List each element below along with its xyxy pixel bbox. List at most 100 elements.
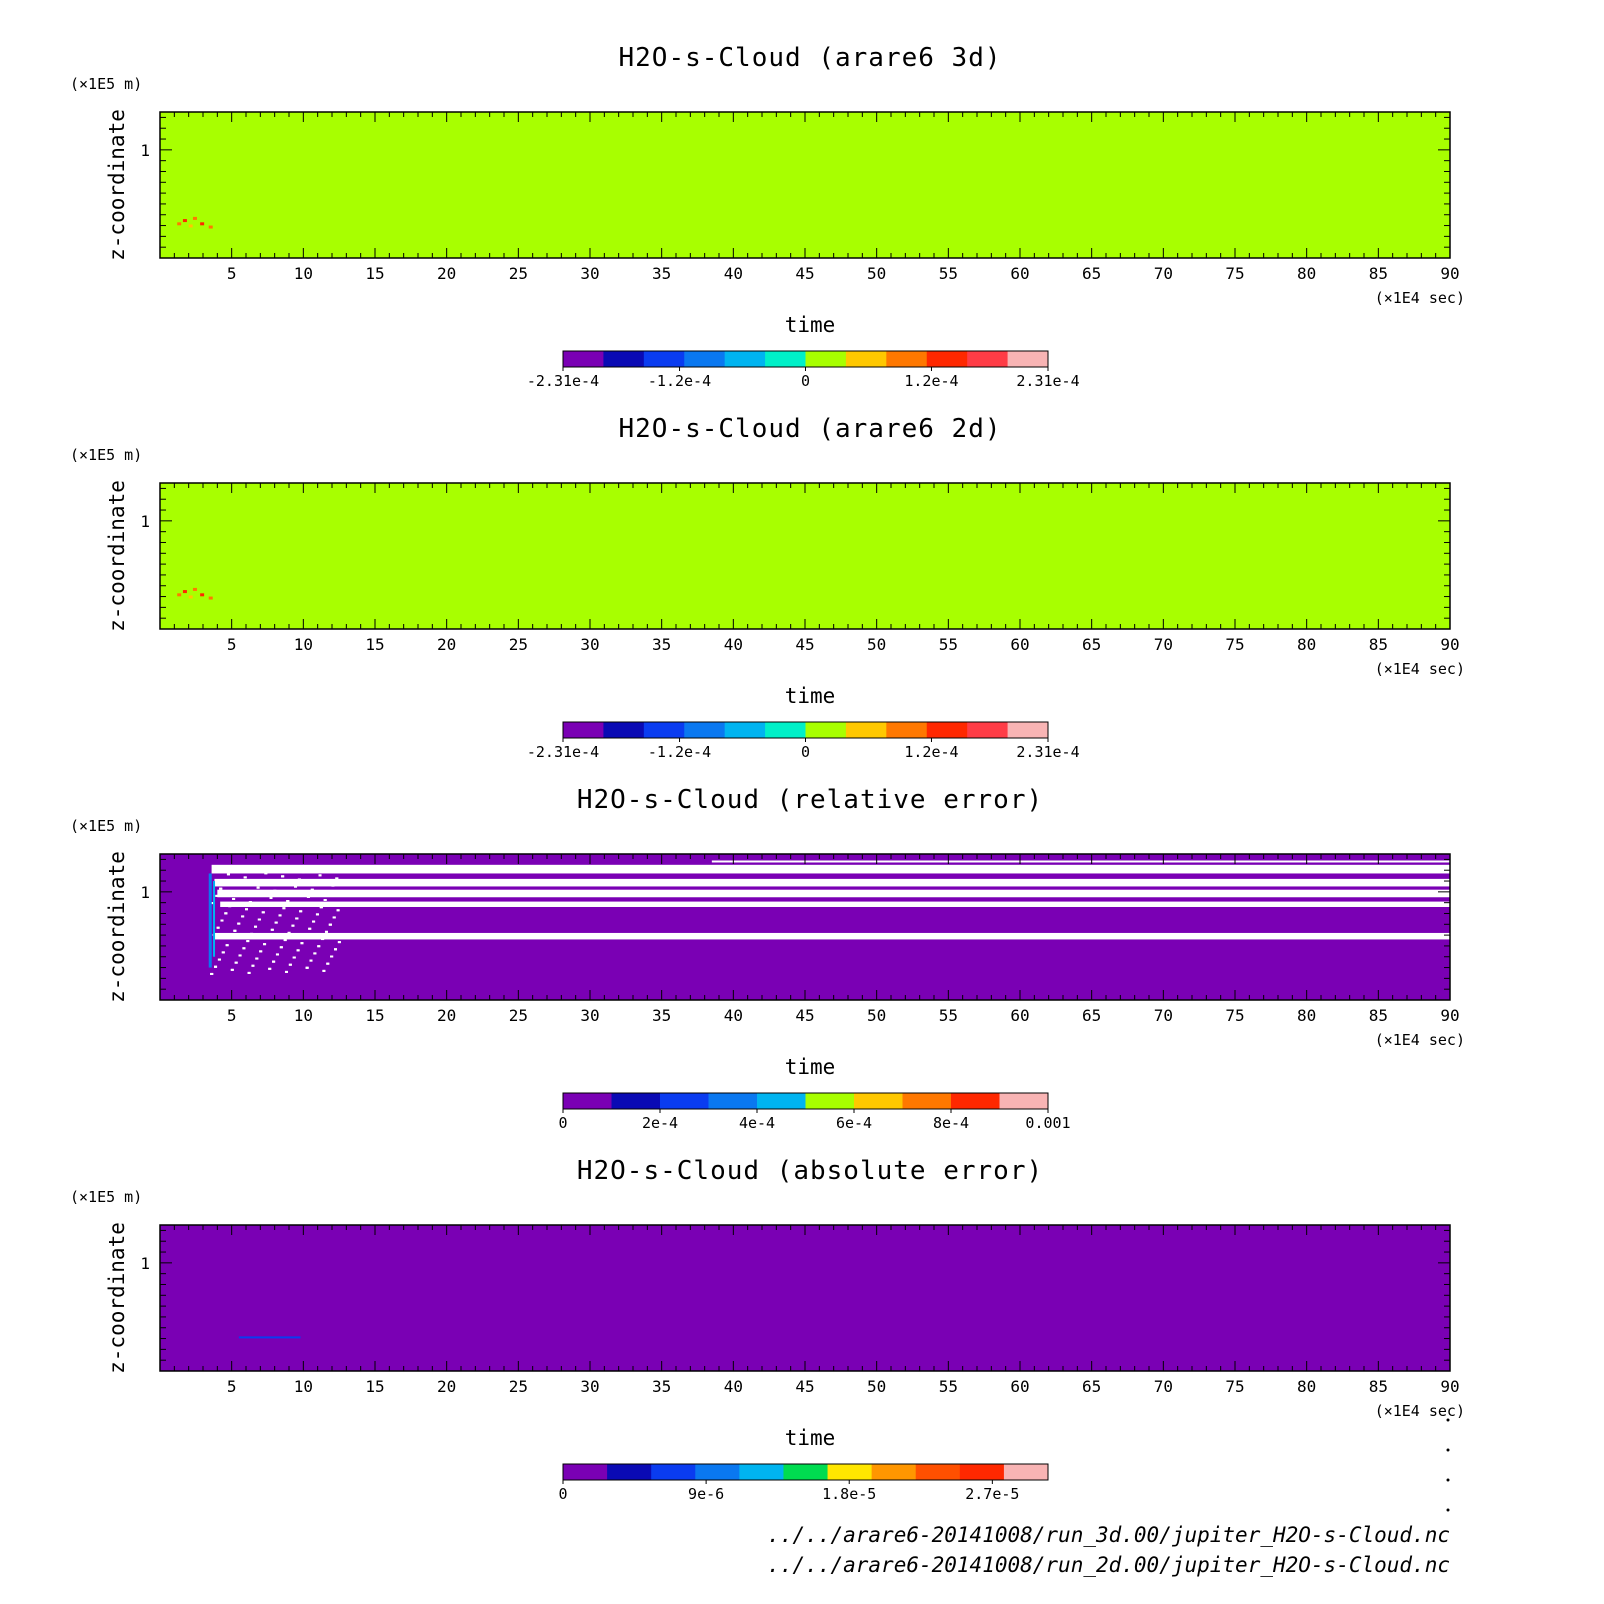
x-tick-label: 75 <box>1225 635 1244 654</box>
undefined-speckle <box>217 958 221 961</box>
x-tick-label: 25 <box>509 1006 528 1025</box>
colorbar-frame <box>562 1092 1049 1110</box>
undefined-band <box>217 889 1450 898</box>
colorbar-swatch <box>967 722 1009 738</box>
colorbar-swatch <box>959 1464 1005 1480</box>
x-tick-label: 15 <box>365 635 384 654</box>
colorbar-swatch <box>967 351 1009 367</box>
undefined-speckle <box>257 918 261 921</box>
undefined-speckle <box>211 902 215 905</box>
undefined-speckle <box>304 934 308 937</box>
x-tick-label: 40 <box>724 1377 743 1396</box>
x-tick-label: 30 <box>580 635 599 654</box>
undefined-speckle <box>305 966 309 969</box>
colorbar-swatch <box>563 722 604 738</box>
undefined-band <box>711 860 1450 863</box>
undefined-speckle <box>286 900 290 903</box>
chart-panel-2: H2O-s-Cloud (arare6 2d) (×1E5 m) z-coordin… <box>70 414 1465 761</box>
undefined-speckle <box>254 925 258 928</box>
colorbar-swatch <box>886 351 928 367</box>
undefined-speckle <box>273 889 277 892</box>
undefined-speckle <box>232 897 236 900</box>
x-tick-label: 55 <box>939 264 958 283</box>
x-tick-label: 30 <box>580 1006 599 1025</box>
chart-title: H2O-s-Cloud (relative error) <box>577 785 1043 815</box>
undefined-speckle <box>248 901 252 904</box>
undefined-speckle <box>277 882 281 885</box>
colorbar-swatch <box>915 1464 961 1480</box>
colorbar-swatch <box>805 351 847 367</box>
positive-anomaly-spot <box>200 593 205 597</box>
colorbar-tick-label: 8e-4 <box>933 1114 969 1132</box>
x-tick-label: 45 <box>795 1006 814 1025</box>
colorbar-tick-label: 0 <box>801 743 810 761</box>
undefined-speckle <box>322 969 326 972</box>
colorbar-swatch <box>783 1464 829 1480</box>
undefined-band <box>211 864 1451 874</box>
x-tick-label: 35 <box>652 1377 671 1396</box>
undefined-speckle <box>324 930 328 933</box>
positive-anomaly-spot <box>182 219 187 223</box>
undefined-speckle <box>318 874 322 877</box>
undefined-speckle <box>216 926 220 929</box>
y-axis-label: z-coordinate <box>105 109 129 261</box>
undefined-speckle <box>242 947 246 950</box>
x-unit-label: (×1E4 sec) <box>1375 1402 1465 1420</box>
colorbar-swatch <box>845 351 887 367</box>
colorbar-swatch <box>643 351 685 367</box>
x-tick-label: 10 <box>294 635 313 654</box>
undefined-speckle <box>264 872 268 875</box>
colorbar-swatch <box>827 1464 873 1480</box>
heatmap-field <box>160 112 1450 258</box>
colorbar-swatch <box>765 722 806 738</box>
marker-dot <box>1446 1478 1450 1482</box>
undefined-speckle <box>219 887 223 890</box>
undefined-speckle <box>297 878 301 881</box>
colorbar-swatch <box>902 1093 952 1109</box>
undefined-band <box>214 932 1450 940</box>
positive-anomaly-spot <box>208 225 213 229</box>
colorbar-swatch <box>695 1464 740 1480</box>
undefined-speckle <box>268 967 272 970</box>
x-unit-label: (×1E4 sec) <box>1375 1031 1465 1049</box>
x-tick-label: 45 <box>795 264 814 283</box>
undefined-speckle <box>239 883 243 886</box>
undefined-speckle <box>281 875 285 878</box>
x-tick-label: 45 <box>795 635 814 654</box>
colorbar-swatch <box>886 722 928 738</box>
undefined-speckle <box>259 950 263 953</box>
x-axis-label: time <box>785 684 836 708</box>
x-tick-label: 30 <box>580 1377 599 1396</box>
colorbar-tick-label: 9e-6 <box>688 1485 724 1503</box>
heatmap-field <box>160 1225 1450 1371</box>
x-axis-label: time <box>785 313 836 337</box>
positive-anomaly-spot <box>192 216 197 220</box>
x-tick-label: 45 <box>795 1377 814 1396</box>
undefined-speckle <box>265 904 269 907</box>
undefined-speckle <box>319 906 323 909</box>
colorbar-swatch <box>611 1093 661 1109</box>
error-streak <box>208 873 212 968</box>
colorbar-tick-label: 6e-4 <box>836 1114 872 1132</box>
undefined-speckle <box>244 908 248 911</box>
undefined-speckle <box>229 937 233 940</box>
undefined-speckle <box>241 915 245 918</box>
x-axis-label: time <box>785 1055 836 1079</box>
y-axis-label: z-coordinate <box>105 1222 129 1374</box>
colorbar-tick-label: -1.2e-4 <box>648 743 711 761</box>
undefined-speckle <box>266 935 270 938</box>
undefined-speckle <box>314 881 318 884</box>
chart-title: H2O-s-Cloud (arare6 2d) <box>618 414 1001 444</box>
y-unit-label: (×1E5 m) <box>70 446 142 464</box>
colorbar-tick-label: 0 <box>801 372 810 390</box>
undefined-speckle <box>215 894 219 897</box>
x-tick-label: 90 <box>1440 635 1459 654</box>
x-tick-label: 85 <box>1369 1377 1388 1396</box>
undefined-speckle <box>284 970 288 973</box>
x-tick-label: 40 <box>724 264 743 283</box>
undefined-speckle <box>300 942 304 945</box>
colorbar-tick-label: 1.8e-5 <box>822 1485 876 1503</box>
undefined-speckle <box>274 921 278 924</box>
colorbar-swatch <box>607 1464 652 1480</box>
